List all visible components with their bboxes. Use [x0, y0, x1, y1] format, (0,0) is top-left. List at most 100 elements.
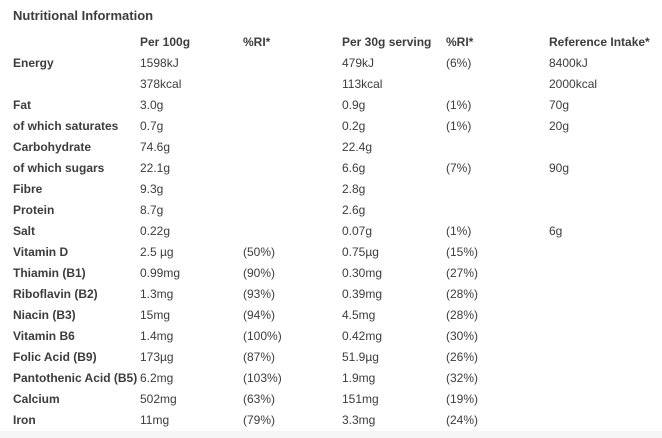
cell-per-30g: 113kcal: [342, 77, 383, 91]
cell-per-30g: 0.2g: [342, 119, 366, 133]
cell-per-100g: 502mg: [140, 392, 177, 406]
bottom-divider: [0, 431, 662, 438]
cell-ri-100g: (90%): [243, 266, 276, 280]
cell-per-30g: 0.07g: [342, 224, 373, 238]
cell-reference-intake: 90g: [549, 161, 570, 175]
cell-per-100g: 6.2mg: [140, 371, 174, 385]
table-row: of which sugars 22.1g 6.6g (7%) 90g: [13, 158, 662, 179]
table-row: Vitamin D 2.5 µg (50%) 0.75µg (15%): [13, 242, 662, 263]
cell-ri-30g: (7%): [446, 161, 472, 175]
row-label: Protein: [13, 203, 55, 217]
cell-per-100g: 1598kJ: [140, 56, 179, 70]
cell-ri-30g: (19%): [446, 392, 479, 406]
cell-per-30g: 479kJ: [342, 56, 375, 70]
table-row: Carbohydrate 74.6g 22.4g: [13, 137, 662, 158]
table-row: Protein 8.7g 2.6g: [13, 200, 662, 221]
table-row: Thiamin (B1) 0.99mg (90%) 0.30mg (27%): [13, 263, 662, 284]
cell-per-30g: 2.6g: [342, 203, 366, 217]
cell-ri-30g: (1%): [446, 224, 472, 238]
row-label: Salt: [13, 224, 36, 238]
cell-per-30g: 0.9g: [342, 98, 366, 112]
row-label: Calcium: [13, 392, 60, 406]
table-header: Per 100g %RI* Per 30g serving %RI* Refer…: [13, 32, 662, 53]
cell-ri-100g: (93%): [243, 287, 276, 301]
cell-ri-30g: (30%): [446, 329, 479, 343]
cell-per-100g: 74.6g: [140, 140, 171, 154]
cell-reference-intake: 70g: [549, 98, 570, 112]
cell-per-100g: 1.3mg: [140, 287, 174, 301]
cell-ri-100g: (100%): [243, 329, 282, 343]
cell-per-100g: 0.7g: [140, 119, 164, 133]
column-header-per-100g: Per 100g: [140, 35, 191, 49]
cell-ri-30g: (32%): [446, 371, 479, 385]
column-header-per-30g: Per 30g serving: [342, 35, 432, 49]
cell-per-30g: 0.42mg: [342, 329, 383, 343]
row-label: Iron: [13, 413, 36, 427]
row-label: Vitamin D: [13, 245, 69, 259]
cell-ri-30g: (6%): [446, 56, 472, 70]
cell-per-30g: 6.6g: [342, 161, 366, 175]
cell-per-100g: 0.99mg: [140, 266, 181, 280]
row-label: of which saturates: [13, 119, 119, 133]
cell-ri-30g: (1%): [446, 98, 472, 112]
cell-per-100g: 9.3g: [140, 182, 164, 196]
cell-per-30g: 0.75µg: [342, 245, 379, 259]
cell-per-30g: 51.9µg: [342, 350, 379, 364]
table-row: Energy 1598kJ 479kJ (6%) 8400kJ: [13, 53, 662, 74]
cell-ri-100g: (50%): [243, 245, 276, 259]
cell-ri-30g: (1%): [446, 119, 472, 133]
cell-per-30g: 0.30mg: [342, 266, 383, 280]
cell-reference-intake: 8400kJ: [549, 56, 588, 70]
cell-per-100g: 1.4mg: [140, 329, 174, 343]
cell-per-100g: 15mg: [140, 308, 171, 322]
row-label: Fat: [13, 98, 31, 112]
cell-ri-30g: (27%): [446, 266, 479, 280]
table-row: Folic Acid (B9) 173µg (87%) 51.9µg (26%): [13, 347, 662, 368]
row-label: Thiamin (B1): [13, 266, 86, 280]
cell-ri-30g: (24%): [446, 413, 479, 427]
page-title: Nutritional Information: [13, 8, 154, 23]
cell-per-30g: 1.9mg: [342, 371, 376, 385]
column-header-ri-100g: %RI*: [243, 35, 271, 49]
cell-reference-intake: 2000kcal: [549, 77, 598, 91]
cell-per-100g: 2.5 µg: [140, 245, 174, 259]
table-row: Salt 0.22g 0.07g (1%) 6g: [13, 221, 662, 242]
column-header-ri-30g: %RI*: [446, 35, 474, 49]
table-row: Pantothenic Acid (B5) 6.2mg (103%) 1.9mg…: [13, 368, 662, 389]
cell-ri-100g: (103%): [243, 371, 282, 385]
table-row: Iron 11mg (79%) 3.3mg (24%): [13, 410, 662, 431]
cell-reference-intake: 6g: [549, 224, 563, 238]
row-label: Pantothenic Acid (B5): [13, 371, 138, 385]
cell-ri-100g: (63%): [243, 392, 276, 406]
cell-per-100g: 173µg: [140, 350, 174, 364]
cell-ri-30g: (28%): [446, 287, 479, 301]
table-row: 378kcal 113kcal 2000kcal: [13, 74, 662, 95]
cell-per-100g: 11mg: [140, 413, 170, 427]
row-label: Riboflavin (B2): [13, 287, 98, 301]
row-label: Energy: [13, 56, 54, 70]
table-row: Fibre 9.3g 2.8g: [13, 179, 662, 200]
table-row: Niacin (B3) 15mg (94%) 4.5mg (28%): [13, 305, 662, 326]
cell-per-100g: 378kcal: [140, 77, 182, 91]
row-label: Carbohydrate: [13, 140, 92, 154]
cell-ri-100g: (79%): [243, 413, 276, 427]
cell-per-100g: 8.7g: [140, 203, 164, 217]
cell-ri-100g: (94%): [243, 308, 276, 322]
column-header-reference-intake: Reference Intake*: [549, 35, 650, 49]
table-row: Calcium 502mg (63%) 151mg (19%): [13, 389, 662, 410]
cell-per-30g: 2.8g: [342, 182, 366, 196]
cell-ri-30g: (28%): [446, 308, 479, 322]
cell-per-30g: 151mg: [342, 392, 379, 406]
table-row: Fat 3.0g 0.9g (1%) 70g: [13, 95, 662, 116]
cell-per-30g: 3.3mg: [342, 413, 376, 427]
cell-ri-100g: (87%): [243, 350, 276, 364]
row-label: Vitamin B6: [13, 329, 75, 343]
row-label: Folic Acid (B9): [13, 350, 97, 364]
cell-per-30g: 22.4g: [342, 140, 373, 154]
cell-per-100g: 0.22g: [140, 224, 171, 238]
cell-reference-intake: 20g: [549, 119, 570, 133]
cell-per-100g: 3.0g: [140, 98, 164, 112]
row-label: Niacin (B3): [13, 308, 76, 322]
cell-per-100g: 22.1g: [140, 161, 171, 175]
